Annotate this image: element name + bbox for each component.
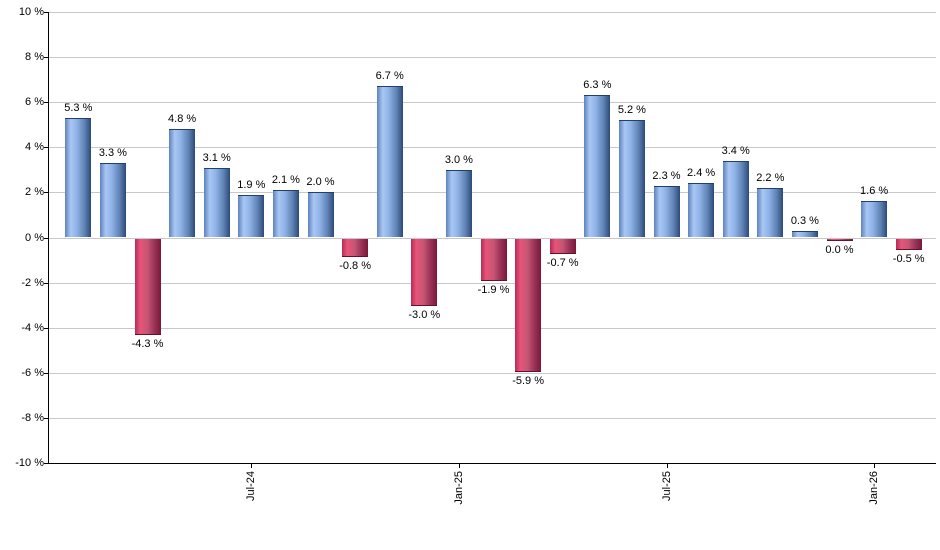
bar-positive (307, 192, 334, 238)
bar-negative (549, 238, 576, 255)
bar-value-label: -1.9 % (477, 284, 510, 297)
y-axis-label: 8 % (25, 51, 44, 64)
x-axis-tick (251, 463, 253, 468)
y-axis-tick (44, 147, 48, 149)
bar-negative (134, 238, 161, 336)
bar-value-label: 3.3 % (98, 147, 127, 160)
bar-negative (515, 238, 542, 372)
gridline (49, 57, 936, 59)
bar-positive (791, 230, 818, 238)
y-axis-tick (44, 57, 48, 59)
bar-positive (861, 201, 888, 238)
y-axis-tick (44, 192, 48, 194)
plot-area: 10 % 8 % 6 % 4 % 2 % 0 % -2 % -4 % -6 % -8 % -10 %… (15, 6, 936, 505)
y-axis-tick (44, 417, 48, 419)
bar-value-label: 0.0 % (825, 243, 854, 256)
y-axis-tick (44, 372, 48, 374)
bar-value-label: 2.2 % (756, 171, 785, 184)
gridline (49, 282, 936, 284)
bar-value-label: 2.3 % (652, 169, 681, 182)
y-axis-label: 2 % (25, 186, 44, 199)
bar-value-label: 6.3 % (583, 79, 612, 92)
x-axis-tick-label: Jul-24 (245, 471, 258, 501)
x-axis-tick (458, 463, 460, 468)
bar-negative (826, 238, 853, 241)
bar-value-label: -0.7 % (546, 257, 579, 270)
x-axis-tick-label: Jul-25 (660, 471, 673, 501)
y-axis-tick (44, 237, 48, 239)
bar-value-label: -0.5 % (892, 252, 925, 265)
gridline (49, 192, 936, 194)
bar-value-label: 3.0 % (444, 153, 473, 166)
gridline (49, 372, 936, 374)
bar-positive (445, 169, 472, 238)
y-axis-label: 0 % (25, 231, 44, 244)
y-axis-tick (44, 12, 48, 13)
bar-positive (653, 185, 680, 238)
bar-value-label: 2.1 % (271, 174, 300, 187)
y-axis-tick (44, 463, 48, 464)
y-axis-line (48, 12, 49, 464)
y-axis-label: 6 % (25, 96, 44, 109)
bar-value-label: 1.6 % (860, 185, 889, 198)
bar-negative (895, 238, 922, 250)
bar-value-label: -5.9 % (512, 374, 544, 387)
gridline (49, 237, 936, 239)
y-axis-tick (44, 327, 48, 329)
bar-positive (618, 120, 645, 238)
bar-positive (376, 86, 403, 238)
bar-value-label: 0.3 % (790, 214, 819, 227)
y-axis-tick (44, 102, 48, 104)
bar-value-label: 6.7 % (375, 70, 404, 83)
x-axis-line (48, 463, 936, 464)
y-axis-label: -8 % (21, 411, 44, 424)
bar-positive (169, 129, 196, 238)
bar-negative (411, 238, 438, 307)
x-axis-tick-label: Jan-26 (868, 471, 881, 505)
bar-positive (65, 117, 92, 238)
bar-positive (757, 187, 784, 238)
bar-value-label: 5.2 % (617, 104, 646, 117)
bar-value-label: 3.1 % (202, 151, 231, 164)
y-axis-label: 10 % (18, 6, 44, 18)
bar-positive (203, 167, 230, 238)
gridline (49, 12, 936, 13)
bar-positive (238, 194, 265, 238)
bar-positive (688, 183, 715, 238)
bar-value-label: 5.3 % (64, 101, 93, 114)
gridline (49, 417, 936, 419)
bar-positive (272, 190, 299, 238)
y-axis-label: -2 % (21, 276, 44, 289)
bar-negative (342, 238, 369, 257)
bar-value-label: -0.8 % (339, 259, 371, 272)
bar-value-label: 1.9 % (237, 178, 266, 191)
bar-positive (99, 163, 126, 238)
y-axis-label: -4 % (21, 321, 44, 334)
y-axis-label: -10 % (15, 457, 44, 469)
y-axis-tick (44, 282, 48, 284)
gridline (49, 102, 936, 104)
bar-value-label: 2.4 % (687, 167, 716, 180)
bar-value-label: 2.0 % (306, 176, 335, 189)
x-axis-tick-label: Jan-25 (452, 471, 465, 505)
bar-negative (480, 238, 507, 282)
y-axis-label: 4 % (25, 141, 44, 154)
bar-value-label: 4.8 % (168, 113, 197, 126)
bar-positive (584, 95, 611, 238)
gridline (49, 147, 936, 149)
bar-positive (722, 160, 749, 238)
bar-value-label: 3.4 % (721, 144, 750, 157)
y-axis-label: -6 % (21, 366, 44, 379)
bar-value-label: -3.0 % (408, 309, 441, 322)
x-axis-tick (666, 463, 668, 468)
x-axis-tick (874, 463, 876, 468)
gridline (49, 327, 936, 329)
bar-value-label: -4.3 % (131, 338, 164, 351)
